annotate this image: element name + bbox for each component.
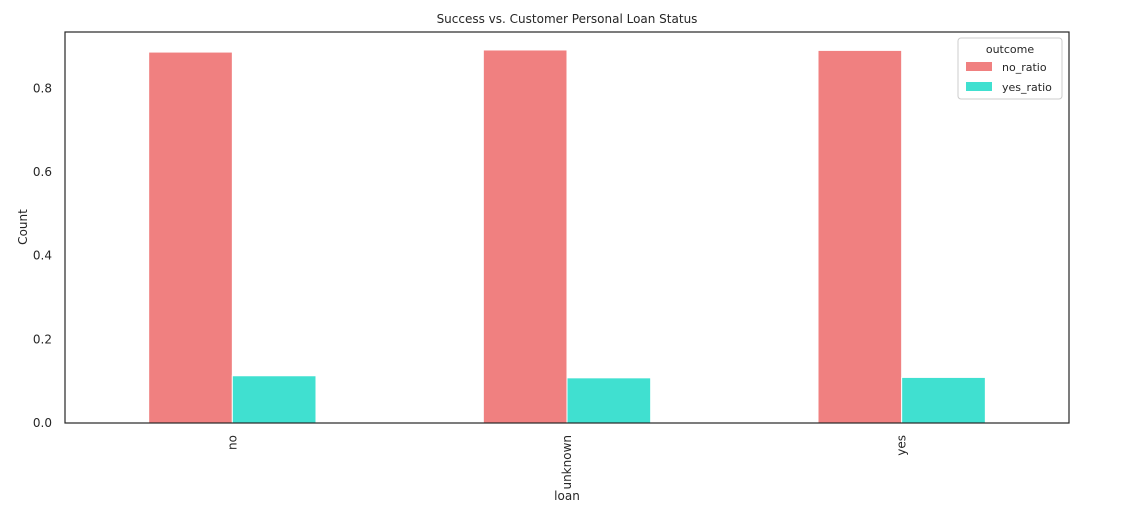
bar-no_ratio-unknown xyxy=(482,49,568,424)
y-tick-label: 0.6 xyxy=(33,165,52,179)
bar-yes_ratio-no xyxy=(231,375,317,424)
legend-label-no_ratio: no_ratio xyxy=(1002,61,1047,74)
chart-title: Success vs. Customer Personal Loan Statu… xyxy=(437,12,698,26)
x-tick-label: no xyxy=(225,435,239,450)
x-axis-ticks: no unknown yes xyxy=(225,435,908,490)
y-axis-label: Count xyxy=(16,209,30,245)
bar-yes_ratio-unknown xyxy=(566,377,652,424)
x-axis-label: loan xyxy=(554,489,580,503)
plot-frame xyxy=(64,31,1070,424)
legend-swatch-no_ratio xyxy=(966,62,992,71)
x-tick-label: yes xyxy=(895,435,909,456)
bar-no_ratio-yes xyxy=(817,49,903,424)
legend-label-yes_ratio: yes_ratio xyxy=(1002,81,1052,94)
y-tick-label: 0.2 xyxy=(33,332,52,346)
y-tick-label: 0.0 xyxy=(33,416,52,430)
legend-title: outcome xyxy=(986,43,1035,56)
x-tick-label: unknown xyxy=(560,435,574,490)
bars-group xyxy=(148,49,986,424)
y-axis-ticks: 0.0 0.2 0.4 0.6 0.8 xyxy=(33,81,52,430)
bar-no_ratio-no xyxy=(148,51,233,424)
y-tick-label: 0.8 xyxy=(33,81,52,95)
legend-swatch-yes_ratio xyxy=(966,82,992,91)
bar-yes_ratio-yes xyxy=(901,376,986,424)
y-tick-label: 0.4 xyxy=(33,249,52,263)
legend: outcome no_ratio yes_ratio xyxy=(957,37,1063,100)
